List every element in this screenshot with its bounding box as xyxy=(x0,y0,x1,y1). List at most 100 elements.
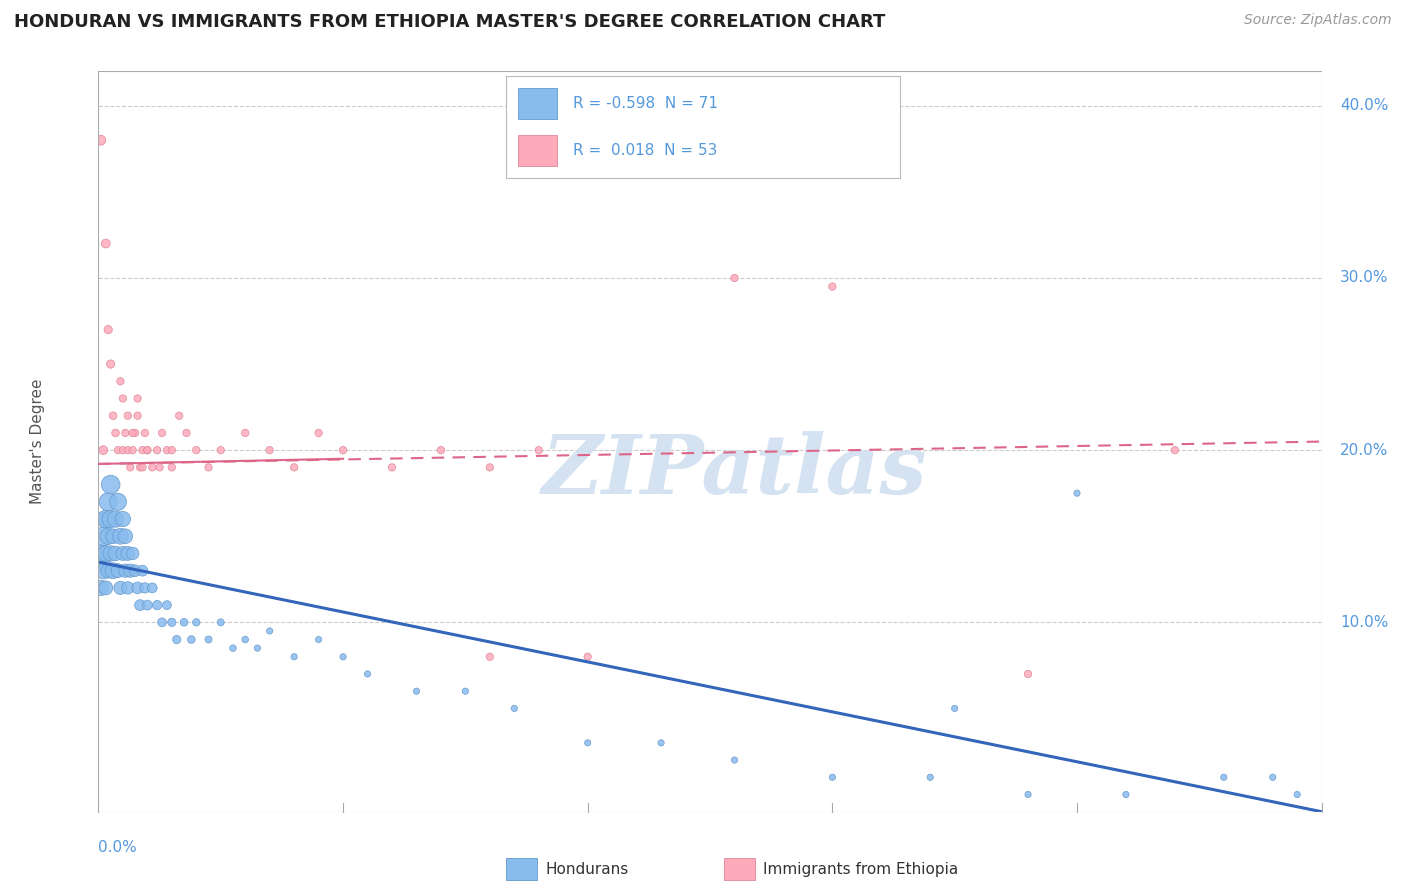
Text: 10.0%: 10.0% xyxy=(1340,615,1388,630)
Point xyxy=(117,581,139,595)
Point xyxy=(308,425,330,440)
Point xyxy=(114,529,136,543)
Point xyxy=(91,529,114,543)
Point xyxy=(131,564,153,578)
Point xyxy=(1164,443,1187,458)
Point xyxy=(259,443,281,458)
Point xyxy=(121,546,143,560)
Point xyxy=(197,632,219,647)
Text: 20.0%: 20.0% xyxy=(1340,442,1388,458)
Point xyxy=(141,581,163,595)
Point xyxy=(1017,788,1039,802)
Point xyxy=(283,460,305,475)
Point xyxy=(91,512,114,526)
Point xyxy=(90,581,112,595)
Point xyxy=(1261,770,1284,784)
Point xyxy=(117,546,139,560)
Point xyxy=(222,641,245,656)
Point xyxy=(503,701,526,715)
Point xyxy=(527,443,550,458)
Point xyxy=(100,546,122,560)
Point xyxy=(405,684,427,698)
Text: 40.0%: 40.0% xyxy=(1340,98,1388,113)
Point xyxy=(124,425,146,440)
Bar xyxy=(517,136,557,166)
Point xyxy=(90,133,112,147)
Point xyxy=(117,409,139,423)
Point xyxy=(94,512,117,526)
Point xyxy=(160,443,183,458)
Point xyxy=(110,374,132,388)
Point xyxy=(91,564,114,578)
Point xyxy=(129,598,152,612)
Point xyxy=(430,443,453,458)
Point xyxy=(821,770,844,784)
Text: Hondurans: Hondurans xyxy=(546,863,628,877)
Point xyxy=(156,443,179,458)
Point xyxy=(723,271,745,285)
Point xyxy=(723,753,745,767)
Point xyxy=(134,581,156,595)
Point xyxy=(166,632,188,647)
Text: ZIPatlas: ZIPatlas xyxy=(541,431,927,511)
Text: Master's Degree: Master's Degree xyxy=(30,379,45,504)
Text: R =  0.018  N = 53: R = 0.018 N = 53 xyxy=(574,144,717,158)
Point xyxy=(101,564,124,578)
Point xyxy=(283,649,305,664)
Point xyxy=(1286,788,1309,802)
Point xyxy=(97,529,120,543)
Point xyxy=(146,443,169,458)
Point xyxy=(104,546,127,560)
Point xyxy=(114,425,136,440)
Point xyxy=(146,598,169,612)
Point xyxy=(149,460,172,475)
Point xyxy=(124,564,146,578)
Point xyxy=(100,512,122,526)
Point xyxy=(141,460,163,475)
Point xyxy=(111,546,134,560)
Text: Immigrants from Ethiopia: Immigrants from Ethiopia xyxy=(763,863,959,877)
Point xyxy=(104,425,127,440)
Point xyxy=(332,649,354,664)
Text: R = -0.598  N = 71: R = -0.598 N = 71 xyxy=(574,96,718,111)
Point xyxy=(97,564,120,578)
Point xyxy=(114,564,136,578)
Point xyxy=(332,443,354,458)
Point xyxy=(454,684,477,698)
Point xyxy=(111,392,134,406)
Point xyxy=(576,649,599,664)
Point xyxy=(90,546,112,560)
Point xyxy=(1115,788,1137,802)
Text: Source: ZipAtlas.com: Source: ZipAtlas.com xyxy=(1244,13,1392,28)
Point xyxy=(160,460,183,475)
Point xyxy=(478,649,501,664)
Text: 30.0%: 30.0% xyxy=(1340,270,1389,285)
Point xyxy=(308,632,330,647)
Point xyxy=(136,443,159,458)
Point xyxy=(167,409,190,423)
Text: HONDURAN VS IMMIGRANTS FROM ETHIOPIA MASTER'S DEGREE CORRELATION CHART: HONDURAN VS IMMIGRANTS FROM ETHIOPIA MAS… xyxy=(14,13,886,31)
Point xyxy=(259,624,281,638)
Point xyxy=(127,581,149,595)
Point xyxy=(576,736,599,750)
Point xyxy=(107,564,129,578)
Point xyxy=(1066,486,1088,500)
Point xyxy=(101,409,124,423)
Point xyxy=(110,529,132,543)
Point xyxy=(180,632,202,647)
Point xyxy=(233,425,256,440)
Point xyxy=(101,529,124,543)
Point xyxy=(120,460,142,475)
Point xyxy=(134,425,156,440)
Point xyxy=(209,615,232,630)
Point xyxy=(110,581,132,595)
Point xyxy=(173,615,195,630)
Point xyxy=(943,701,966,715)
Point xyxy=(131,443,153,458)
Text: 0.0%: 0.0% xyxy=(98,840,138,855)
Point xyxy=(120,564,142,578)
Point xyxy=(127,392,149,406)
Point xyxy=(150,615,173,630)
Bar xyxy=(517,88,557,119)
Point xyxy=(107,443,129,458)
